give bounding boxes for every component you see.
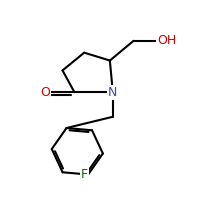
Text: OH: OH bbox=[157, 34, 176, 47]
Text: N: N bbox=[108, 86, 118, 99]
Text: F: F bbox=[81, 168, 88, 181]
Text: O: O bbox=[40, 86, 50, 99]
